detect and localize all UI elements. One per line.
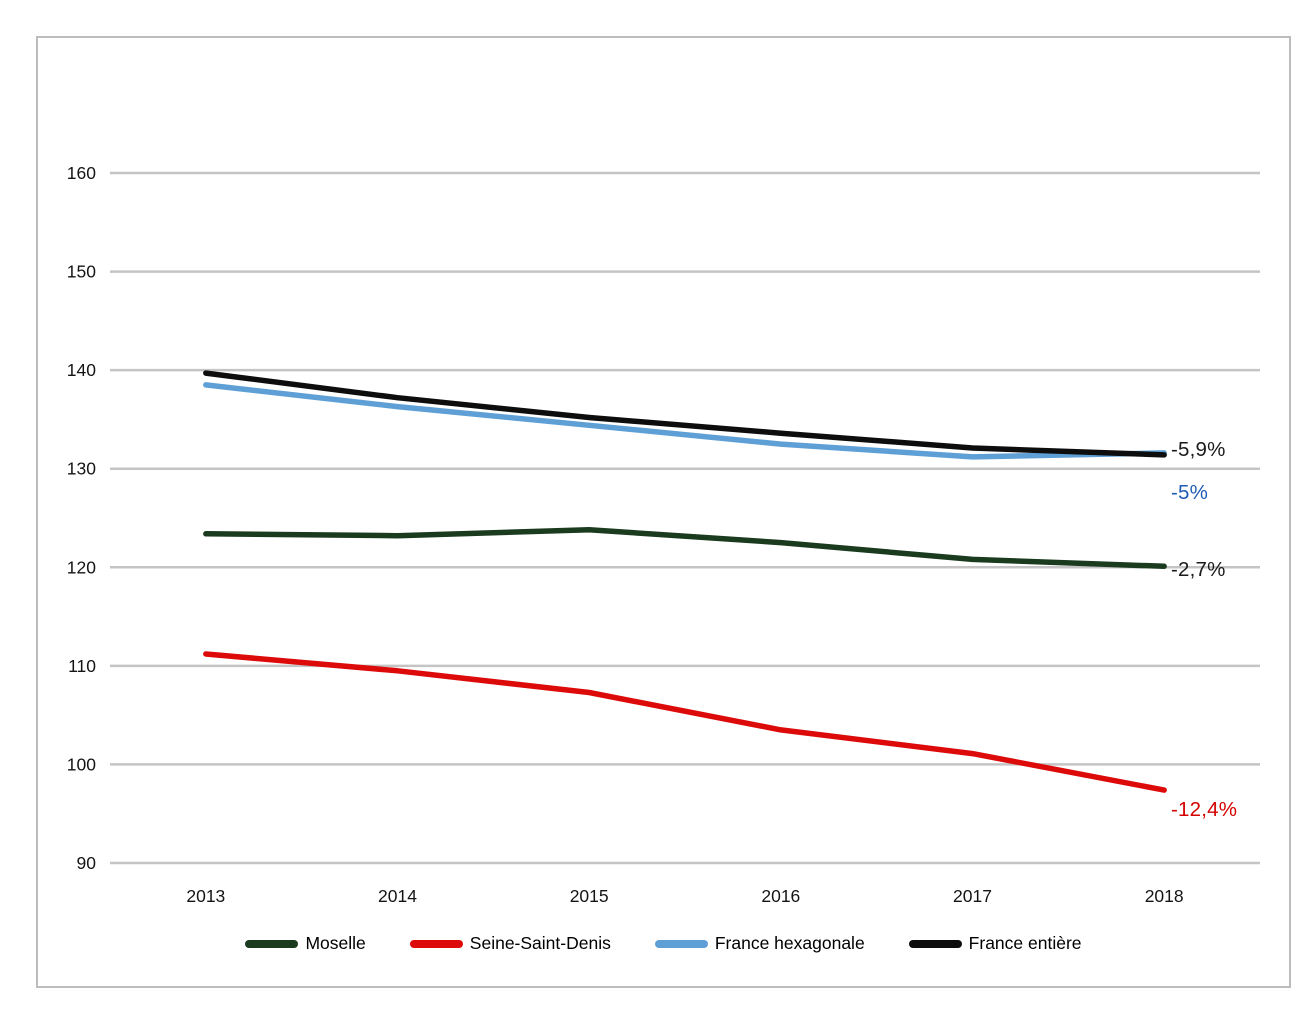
end-label-seine-saint-denis: -12,4% — [1171, 798, 1238, 821]
legend-swatch-seine-saint-denis — [409, 939, 463, 948]
x-axis-tick-label: 2013 — [186, 886, 225, 906]
y-axis-tick-label: 150 — [67, 262, 96, 282]
legend-item-france-hexagonale: France hexagonale — [654, 933, 865, 954]
legend-item-moselle: Moselle — [245, 933, 366, 954]
legend-label: Seine-Saint-Denis — [469, 933, 611, 953]
legend-label: Moselle — [305, 933, 366, 953]
legend-swatch-moselle — [245, 939, 299, 948]
series-line-seine-saint-denis — [203, 651, 1167, 793]
legend-item-france-enti-re: France entière — [908, 933, 1082, 954]
y-axis-tick-label: 90 — [77, 853, 97, 873]
chart-legend: Moselle Seine-Saint-Denis France hexagonal… — [38, 933, 1289, 954]
y-axis-tick-label: 130 — [67, 459, 96, 479]
y-axis-tick-label: 160 — [67, 163, 96, 183]
line-chart-plot: 160 150 140 130 120 110 100 90 2013 2014 2015 2016 2… — [67, 163, 1260, 906]
legend-label: France entière — [968, 933, 1082, 953]
x-axis-tick-label: 2015 — [570, 886, 609, 906]
end-label-moselle: -2,7% — [1171, 558, 1226, 581]
series-line-france-enti-re — [203, 370, 1167, 458]
y-axis-tick-label: 120 — [67, 557, 96, 577]
legend-item-seine-saint-denis: Seine-Saint-Denis — [409, 933, 611, 954]
y-axis-tick-label: 110 — [68, 656, 96, 676]
series-line-moselle — [203, 527, 1167, 570]
x-axis-tick-label: 2014 — [378, 886, 417, 906]
series-line-france-hexagonale — [203, 382, 1167, 460]
y-axis-tick-label: 140 — [67, 360, 96, 380]
x-axis-tick-label: 2016 — [761, 886, 800, 906]
x-axis-tick-label: 2017 — [953, 886, 992, 906]
y-axis-tick-label: 100 — [67, 754, 96, 774]
legend-label: France hexagonale — [714, 933, 865, 953]
end-label-france-hexagonale: -5% — [1171, 481, 1209, 504]
legend-swatch-france-enti-re — [908, 939, 962, 948]
end-label-france-enti-re: -5,9% — [1171, 438, 1226, 461]
legend-swatch-france-hexagonale — [654, 939, 708, 948]
chart-frame: 160 150 140 130 120 110 100 90 2013 2014 2015 2016 2… — [36, 36, 1291, 988]
x-axis-tick-label: 2018 — [1145, 886, 1184, 906]
